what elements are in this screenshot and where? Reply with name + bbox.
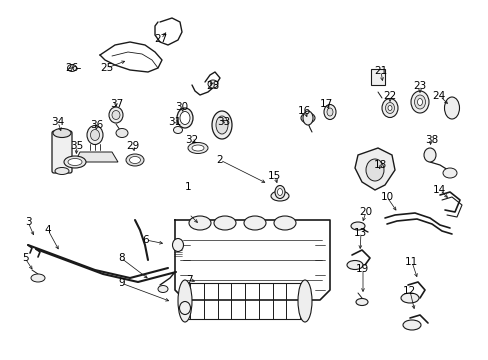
Ellipse shape [297,280,311,322]
Text: 23: 23 [412,81,426,91]
Text: 15: 15 [267,171,281,181]
Ellipse shape [179,302,190,315]
Text: 9: 9 [118,278,124,288]
Ellipse shape [129,157,140,163]
Ellipse shape [301,113,314,123]
Text: 14: 14 [431,185,445,195]
Ellipse shape [116,129,128,138]
Ellipse shape [67,64,76,72]
Ellipse shape [355,298,367,306]
Text: 25: 25 [100,63,113,73]
Ellipse shape [423,148,435,162]
Text: 17: 17 [319,99,333,109]
Text: 16: 16 [297,106,310,116]
Text: 28: 28 [205,81,219,91]
Ellipse shape [385,103,394,113]
Text: 3: 3 [25,217,32,228]
Ellipse shape [178,280,192,322]
Ellipse shape [417,99,422,105]
Ellipse shape [365,159,383,181]
Ellipse shape [158,285,168,292]
Ellipse shape [270,191,288,201]
Ellipse shape [172,238,183,252]
Text: 13: 13 [353,228,367,238]
Ellipse shape [90,130,99,140]
Ellipse shape [126,154,143,166]
Ellipse shape [216,116,227,134]
Text: 8: 8 [118,253,124,264]
Polygon shape [75,152,118,162]
Ellipse shape [31,274,45,282]
Ellipse shape [324,104,335,120]
Ellipse shape [273,216,295,230]
Ellipse shape [189,216,210,230]
Ellipse shape [214,216,236,230]
Text: 32: 32 [184,135,198,145]
Ellipse shape [207,80,218,88]
Ellipse shape [112,111,120,120]
Ellipse shape [400,293,418,303]
Text: 10: 10 [380,192,393,202]
Ellipse shape [109,107,123,123]
Text: 37: 37 [109,99,123,109]
Polygon shape [354,148,394,190]
Text: 4: 4 [44,225,51,235]
Text: 29: 29 [126,141,140,151]
Text: 7: 7 [186,275,193,285]
Text: 20: 20 [359,207,371,217]
Ellipse shape [414,95,425,109]
Text: 1: 1 [184,182,191,192]
Text: 35: 35 [70,141,84,151]
Ellipse shape [381,99,397,117]
Text: 2: 2 [216,155,223,165]
Ellipse shape [387,105,391,111]
Text: 26: 26 [65,63,79,73]
Ellipse shape [410,91,428,113]
Ellipse shape [180,112,190,125]
Text: 31: 31 [168,117,182,127]
Text: 30: 30 [175,102,188,112]
Ellipse shape [55,167,69,175]
Text: 6: 6 [142,235,149,246]
Ellipse shape [244,216,265,230]
Text: 27: 27 [153,34,167,44]
Ellipse shape [177,108,193,128]
Ellipse shape [192,145,203,151]
Text: 11: 11 [404,257,418,267]
Text: 18: 18 [373,160,386,170]
Ellipse shape [53,129,71,138]
Text: 34: 34 [51,117,64,127]
Ellipse shape [212,111,231,139]
Ellipse shape [346,261,362,270]
Ellipse shape [402,320,420,330]
Text: 21: 21 [373,66,386,76]
Ellipse shape [68,158,82,166]
Ellipse shape [187,143,207,153]
Ellipse shape [87,126,103,144]
FancyBboxPatch shape [370,69,384,85]
Ellipse shape [442,168,456,178]
Text: 19: 19 [355,264,369,274]
Ellipse shape [173,126,182,134]
Text: 38: 38 [424,135,437,145]
Ellipse shape [303,111,312,125]
Ellipse shape [64,156,86,168]
Ellipse shape [350,222,364,230]
Text: 24: 24 [431,91,445,102]
Ellipse shape [326,108,332,116]
Text: 22: 22 [383,91,396,102]
Text: 36: 36 [90,120,103,130]
FancyBboxPatch shape [52,131,72,173]
Ellipse shape [444,97,459,119]
Text: 5: 5 [22,253,29,264]
Text: 12: 12 [402,286,416,296]
Ellipse shape [274,185,285,198]
Text: 33: 33 [217,117,230,127]
Ellipse shape [277,189,282,195]
